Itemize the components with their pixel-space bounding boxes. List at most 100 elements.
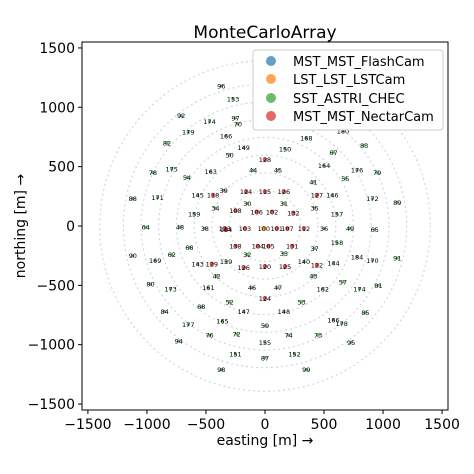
telescope-label: 174 [203, 118, 215, 126]
x-tick-label: −1000 [123, 417, 170, 433]
telescope-point [314, 192, 320, 198]
telescope-point [276, 168, 280, 172]
telescope-label: 153 [227, 95, 239, 103]
telescope-point [276, 286, 280, 290]
telescope-point [301, 226, 307, 231]
telescope-point [357, 287, 362, 291]
telescope-point [266, 243, 271, 249]
legend-box [252, 49, 444, 131]
telescope-label: 84 [161, 308, 169, 316]
telescope-label: 88 [129, 195, 137, 203]
x-axis-ticks: −1500 −1000 −500 0 500 1000 1500 [64, 410, 460, 433]
telescope-point [209, 261, 215, 267]
telescope-label: 96 [217, 82, 225, 90]
telescope-label: 90 [129, 252, 137, 260]
telescope-point [144, 225, 148, 229]
x-tick-label: −500 [187, 417, 225, 433]
telescope-label: 179 [182, 129, 194, 137]
telescope-label: 89 [393, 199, 401, 207]
telescope-label: 149 [238, 144, 250, 152]
telescope-label: 91 [393, 255, 401, 263]
telescope-point [210, 192, 216, 198]
legend-label-nectarcam: MST_MST_NectarCam [293, 110, 434, 125]
telescope-point [251, 168, 255, 172]
telescope-label: 108 [229, 207, 241, 215]
telescope-point [243, 189, 249, 194]
telescope-point [241, 265, 247, 270]
telescope-point [170, 167, 174, 171]
guide-ring [99, 60, 431, 392]
telescope-point [196, 262, 200, 266]
telescope-label: 180 [337, 128, 349, 136]
telescope-point [224, 134, 228, 138]
telescope-label: 82 [163, 139, 171, 147]
telescope-point [348, 226, 352, 230]
legend: MST_MST_FlashCam LST_LST_LSTCam SST_ASTR… [252, 49, 444, 131]
telescope-point [170, 252, 174, 257]
telescope-label: 41 [309, 179, 317, 187]
telescope-point [300, 300, 304, 304]
telescope-point [311, 274, 316, 278]
telescope-label: 74 [284, 332, 292, 340]
telescope-label: 105 [262, 243, 274, 251]
telescope-point [282, 201, 286, 206]
telescope-label: 62 [168, 251, 176, 259]
telescope-label: 131 [286, 243, 298, 251]
telescope-point [227, 300, 232, 304]
legend-label-flashcam: MST_MST_FlashCam [293, 55, 425, 70]
telescope-point [287, 333, 291, 337]
y-tick-label: 0 [66, 219, 75, 235]
telescope-label: 150 [279, 145, 291, 153]
telescope-point [233, 208, 238, 213]
legend-marker-lstcam [266, 74, 276, 84]
telescope-label: 44 [249, 167, 257, 175]
telescope-point [199, 305, 203, 309]
telescope-point [214, 274, 219, 278]
telescope-point [282, 264, 288, 269]
telescope-point [263, 356, 267, 360]
telescope-label: 140 [298, 258, 310, 266]
telescope-label: 139 [220, 258, 232, 266]
telescope-label: 126 [278, 188, 290, 196]
telescope-label: 171 [151, 194, 163, 202]
telescope-point [245, 252, 249, 257]
telescope-label: 32 [243, 251, 251, 259]
telescope-point [223, 227, 229, 232]
telescope-point [254, 209, 260, 215]
telescope-point [269, 209, 275, 215]
telescope-label: 83 [360, 142, 368, 150]
telescope-label: 157 [331, 211, 343, 219]
telescope-label: 168 [300, 135, 312, 143]
telescope-point [355, 255, 359, 259]
telescope-point [231, 97, 235, 101]
telescope-point [322, 226, 326, 230]
telescope-point [203, 226, 207, 230]
telescope-point [341, 280, 345, 284]
telescope-point [245, 201, 249, 206]
telescope-label: 174 [353, 285, 365, 293]
telescope-point [340, 321, 344, 325]
telescope-point [363, 311, 367, 315]
telescope-label: 80 [146, 281, 154, 289]
telescope-label: 178 [336, 320, 348, 328]
telescope-label: 65 [371, 226, 379, 234]
telescope-label: 45 [274, 167, 282, 175]
telescope-point [335, 241, 339, 245]
telescope-point [304, 136, 308, 140]
telescope-point [206, 286, 210, 290]
telescope-label: 155 [259, 339, 271, 347]
telescope-point [263, 324, 267, 328]
legend-marker-nectarcam [266, 111, 276, 121]
telescope-point [224, 260, 228, 264]
telescope-label: 42 [212, 272, 220, 280]
telescope-label: 53 [297, 298, 305, 306]
telescope-label: 164 [318, 162, 330, 170]
telescope-point [312, 246, 317, 251]
telescope-point [187, 245, 192, 249]
telescope-label: 169 [149, 257, 161, 265]
telescope-label: 144 [327, 259, 339, 267]
telescope-point [355, 168, 359, 172]
telescope-point [177, 339, 181, 343]
telescope-point [233, 116, 238, 120]
